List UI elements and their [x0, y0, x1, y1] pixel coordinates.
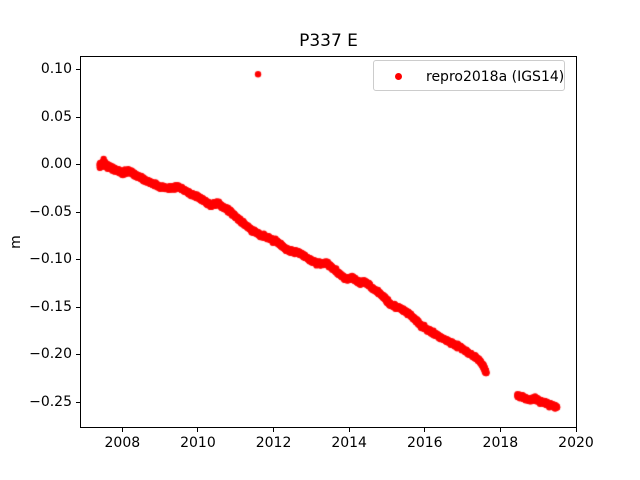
x-tick-label: 2016 — [406, 435, 443, 451]
x-tick-label: 2012 — [255, 435, 292, 451]
y-tick-mark — [76, 69, 80, 71]
y-tick-label: 0.00 — [40, 156, 72, 173]
x-tick-mark — [121, 428, 123, 432]
x-tick-label: 2020 — [558, 435, 594, 451]
x-tick-mark — [424, 428, 426, 432]
y-tick-mark — [76, 259, 80, 261]
y-axis-label: m — [8, 235, 24, 249]
y-tick-mark — [76, 116, 80, 118]
y-tick-label: −0.25 — [29, 393, 72, 410]
legend: repro2018a (IGS14) — [373, 60, 565, 91]
y-tick-label: −0.10 — [29, 251, 72, 268]
legend-marker-dot — [395, 72, 402, 80]
y-tick-mark — [76, 211, 80, 213]
y-tick-label: −0.05 — [29, 203, 72, 220]
y-tick-label: −0.20 — [29, 346, 72, 363]
y-tick-mark — [76, 401, 80, 403]
x-tick-label: 2008 — [104, 435, 141, 451]
x-tick-mark — [197, 428, 199, 432]
x-tick-mark — [575, 428, 577, 432]
x-tick-label: 2010 — [180, 435, 216, 451]
x-tick-mark — [348, 428, 350, 432]
x-tick-label: 2018 — [482, 435, 519, 451]
y-tick-mark — [76, 354, 80, 356]
x-tick-mark — [273, 428, 275, 432]
y-tick-label: 0.10 — [40, 61, 72, 78]
plot-area — [80, 56, 577, 428]
y-tick-label: 0.05 — [40, 108, 72, 125]
y-tick-mark — [76, 164, 80, 166]
y-tick-label: −0.15 — [29, 298, 72, 315]
x-tick-mark — [499, 428, 501, 432]
y-tick-mark — [76, 306, 80, 308]
chart-title: P337 E — [299, 31, 358, 51]
legend-label: repro2018a (IGS14) — [426, 68, 565, 85]
x-tick-label: 2014 — [331, 435, 367, 451]
